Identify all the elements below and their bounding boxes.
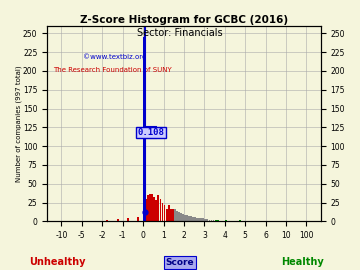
Bar xyxy=(143,37,145,221)
Bar xyxy=(170,209,172,221)
Text: 0.108: 0.108 xyxy=(138,128,165,137)
Bar xyxy=(176,211,178,221)
Bar xyxy=(127,218,129,221)
Bar xyxy=(215,220,216,221)
Bar xyxy=(198,218,200,221)
Bar xyxy=(192,217,194,221)
Bar xyxy=(168,205,170,221)
Bar xyxy=(159,199,161,221)
Text: Sector: Financials: Sector: Financials xyxy=(137,28,223,38)
Text: Score: Score xyxy=(166,258,194,267)
Bar xyxy=(92,220,93,221)
Bar xyxy=(186,215,188,221)
Bar xyxy=(172,210,174,221)
Bar xyxy=(225,220,227,221)
Bar xyxy=(166,209,167,221)
Bar xyxy=(178,212,180,221)
Bar xyxy=(239,220,241,221)
Bar xyxy=(213,220,215,221)
Text: ©www.textbiz.org: ©www.textbiz.org xyxy=(83,53,146,60)
Bar xyxy=(202,218,204,221)
Bar xyxy=(188,216,190,221)
Bar xyxy=(163,205,166,221)
Bar xyxy=(117,219,118,221)
Bar xyxy=(184,215,186,221)
Title: Z-Score Histogram for GCBC (2016): Z-Score Histogram for GCBC (2016) xyxy=(80,15,288,25)
Bar xyxy=(151,194,153,221)
Bar xyxy=(204,219,206,221)
Bar xyxy=(149,194,151,221)
Bar xyxy=(147,195,149,221)
Bar xyxy=(284,214,285,221)
Text: The Research Foundation of SUNY: The Research Foundation of SUNY xyxy=(53,67,171,73)
Bar xyxy=(207,219,208,221)
Bar xyxy=(190,216,192,221)
Bar xyxy=(180,213,182,221)
Bar xyxy=(107,220,108,221)
Text: Healthy: Healthy xyxy=(281,257,324,267)
Bar xyxy=(196,218,198,221)
Bar xyxy=(162,202,163,221)
Bar xyxy=(157,195,159,221)
Bar xyxy=(156,200,157,221)
Y-axis label: Number of companies (997 total): Number of companies (997 total) xyxy=(15,65,22,182)
Bar xyxy=(174,210,176,221)
Bar xyxy=(145,199,147,221)
Bar xyxy=(182,214,184,221)
Bar xyxy=(201,218,202,221)
Bar xyxy=(153,197,155,221)
Bar xyxy=(211,220,212,221)
Bar xyxy=(217,220,219,221)
Bar xyxy=(137,217,139,221)
Text: Unhealthy: Unhealthy xyxy=(30,257,86,267)
Bar xyxy=(208,220,210,221)
Bar xyxy=(194,217,196,221)
